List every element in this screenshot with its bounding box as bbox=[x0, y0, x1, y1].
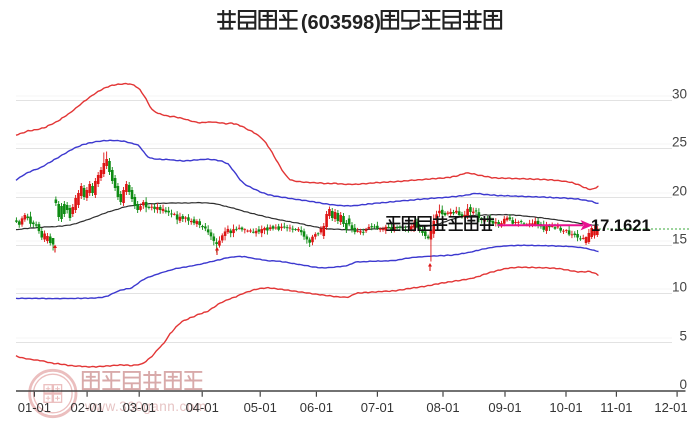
svg-text:25: 25 bbox=[672, 135, 687, 150]
svg-text:06-01: 06-01 bbox=[300, 400, 333, 415]
svg-text:12-01: 12-01 bbox=[654, 400, 687, 415]
svg-text:02-01: 02-01 bbox=[70, 400, 103, 415]
svg-text:20: 20 bbox=[672, 184, 687, 199]
svg-text:09-01: 09-01 bbox=[488, 400, 521, 415]
svg-text:10-01: 10-01 bbox=[549, 400, 582, 415]
svg-text:11-01: 11-01 bbox=[600, 400, 632, 415]
svg-text:(603598): (603598) bbox=[301, 12, 381, 34]
svg-text:17.1621: 17.1621 bbox=[591, 217, 651, 235]
svg-text:04-01: 04-01 bbox=[186, 400, 219, 415]
svg-text:08-01: 08-01 bbox=[426, 400, 459, 415]
svg-text:30: 30 bbox=[672, 87, 687, 102]
svg-text:www.360gann.com: www.360gann.com bbox=[84, 399, 207, 414]
svg-text:01-01: 01-01 bbox=[18, 400, 51, 415]
svg-text:5: 5 bbox=[679, 329, 687, 344]
svg-text:03-01: 03-01 bbox=[123, 400, 156, 415]
svg-text:05-01: 05-01 bbox=[244, 400, 277, 415]
svg-text:0: 0 bbox=[679, 377, 687, 392]
svg-text:07-01: 07-01 bbox=[361, 400, 394, 415]
svg-text:10: 10 bbox=[672, 280, 687, 295]
svg-text:15: 15 bbox=[672, 232, 687, 247]
